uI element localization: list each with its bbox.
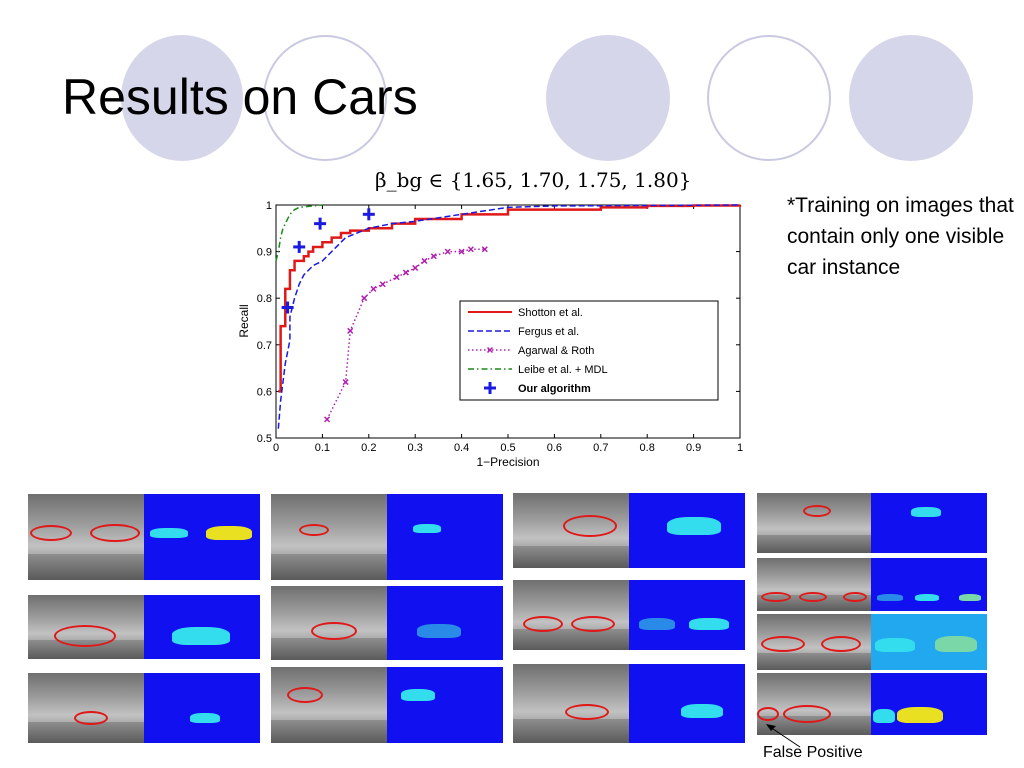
agarwal-roth-line: [326, 248, 485, 420]
x-tick-label: 0.3: [408, 442, 423, 454]
agarwal-roth-point: [444, 248, 451, 255]
agarwal-roth-point: [402, 269, 409, 276]
x-tick-label: 0.7: [593, 442, 608, 454]
agarwal-roth-point: [324, 416, 331, 423]
result-tile: [271, 494, 503, 580]
x-axis-label: 1−Precision: [476, 455, 539, 469]
result-tile: [271, 586, 503, 660]
decorative-circle-2: [546, 35, 670, 161]
x-tick-label: 0.2: [361, 442, 376, 454]
agarwal-roth-point: [379, 281, 386, 288]
legend-label-leibe-et-al-mdl: Leibe et al. + MDL: [518, 364, 608, 376]
fergus-et-al-line: [277, 204, 741, 429]
x-tick-label: 1: [737, 442, 743, 454]
result-tile: [757, 558, 987, 611]
agarwal-roth-point: [412, 264, 419, 271]
x-tick-label: 0.6: [547, 442, 562, 454]
our-algorithm-marker: [293, 240, 306, 253]
agarwal-roth-point: [481, 246, 488, 253]
y-tick-label: 1: [266, 200, 272, 212]
legend: Shotton et al. Fergus et al. Agarwal & Rot…: [459, 300, 719, 401]
result-tile: [271, 667, 503, 743]
x-tick-label: 0.1: [315, 442, 330, 454]
slide-title: Results on Cars: [62, 69, 418, 125]
result-tile: [757, 614, 987, 670]
agarwal-roth-point: [421, 257, 428, 264]
shotton-et-al-line: [278, 204, 742, 393]
agarwal-roth-point: [347, 327, 354, 334]
x-tick-label: 0.8: [640, 442, 655, 454]
agarwal-roth-point: [458, 248, 465, 255]
x-tick-label: 0.9: [686, 442, 701, 454]
y-tick-label: 0.6: [257, 386, 272, 398]
our-algorithm-marker: [314, 217, 327, 230]
result-tile: [28, 673, 260, 743]
x-tick-label: 0: [273, 442, 279, 454]
result-tile: [28, 595, 260, 659]
legend-box: [459, 300, 719, 401]
agarwal-roth-point: [342, 379, 349, 386]
beta-formula: β_bg ∈ {1.65, 1.70, 1.75, 1.80}: [375, 168, 692, 192]
result-tile: [757, 673, 987, 735]
decorative-ring-2: [707, 35, 831, 161]
x-axis: 0 0.1 0.2 0.3 0.4 0.5 0.6 0.7 0.8 0.9 1: [273, 205, 743, 454]
y-axis-label: Recall: [237, 304, 251, 337]
y-tick-label: 0.8: [257, 293, 272, 305]
y-tick-label: 0.9: [257, 247, 272, 259]
result-tile: [513, 493, 745, 568]
legend-label-our-algorithm: Our algorithm: [518, 383, 591, 395]
legend-marker-agarwal-roth: [486, 346, 494, 354]
legend-label-fergus-et-al: Fergus et al.: [518, 326, 579, 338]
our-algorithm-marker: [362, 208, 375, 221]
decorative-circle-3: [849, 35, 973, 161]
y-tick-label: 0.7: [257, 340, 272, 352]
x-tick-label: 0.4: [454, 442, 469, 454]
decorative-circle-1: [121, 35, 243, 161]
series-layer: [275, 204, 742, 429]
legend-label-shotton-et-al: Shotton et al.: [518, 307, 583, 319]
y-axis: 0.5 0.6 0.7 0.8 0.9 1: [257, 200, 740, 445]
our-algorithm-marker: [281, 301, 294, 314]
recall-precision-chart: 0 0.1 0.2 0.3 0.4 0.5 0.6 0.7 0.8 0.9 1 0.50.60.70…: [237, 200, 743, 469]
agarwal-roth-point: [361, 295, 368, 302]
agarwal-roth-point: [467, 246, 474, 253]
x-tick-label: 0.5: [500, 442, 515, 454]
false-positive-label: False Positive: [763, 744, 863, 761]
agarwal-roth-point: [370, 285, 377, 292]
agarwal-roth-point: [430, 253, 437, 260]
agarwal-roth-point: [393, 274, 400, 281]
result-tile: [513, 664, 745, 743]
training-note: *Training on images that contain only on…: [787, 194, 1014, 279]
decorative-ring-1: [263, 35, 387, 161]
result-tile: [757, 493, 987, 553]
leibe-et-al-mdl-line: [275, 204, 323, 262]
result-tile: [28, 494, 260, 580]
y-tick-label: 0.5: [257, 433, 272, 445]
legend-marker-our-algorithm: [484, 382, 496, 394]
legend-label-agarwal-roth: Agarwal & Roth: [518, 345, 594, 357]
result-tile: [513, 580, 745, 650]
